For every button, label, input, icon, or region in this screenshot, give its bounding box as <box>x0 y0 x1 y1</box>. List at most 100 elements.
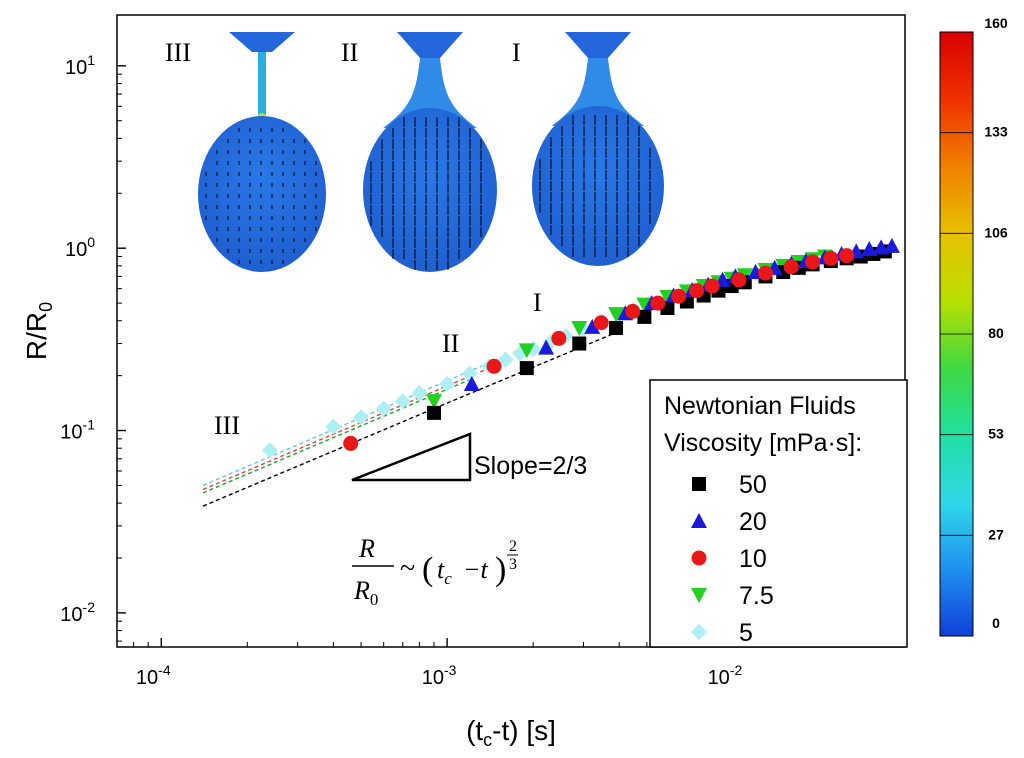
marker-50-4 <box>637 309 652 324</box>
marker-10-14 <box>839 248 855 264</box>
legend-marker-7.5 <box>691 588 707 603</box>
colorbar-tick-label-27: 27 <box>988 526 1004 542</box>
marker-10-11 <box>783 259 799 275</box>
marker-10-7 <box>689 283 705 299</box>
marker-5-6 <box>439 375 456 392</box>
stage-label-iii: III <box>214 411 240 440</box>
marker-10-5 <box>650 295 666 311</box>
slope-label: Slope=2/3 <box>474 452 587 480</box>
colorbar: 160 133 106 80 53 27 0 <box>939 15 1008 637</box>
marker-5-7 <box>461 365 478 382</box>
marker-10-0 <box>343 435 359 451</box>
equation-t: tc <box>437 555 452 588</box>
marker-5-2 <box>353 409 370 426</box>
marker-10-8 <box>704 278 720 294</box>
x-axis-title: (tc-t) [s] <box>466 715 556 750</box>
marker-50-0 <box>427 405 442 420</box>
y-axis-title: R/R0 <box>21 302 56 360</box>
equation-exp-den: 3 <box>509 556 517 573</box>
marker-10-3 <box>593 315 609 331</box>
stage-label-i: I <box>533 288 542 317</box>
y-tick-label-2: 100 <box>65 234 95 261</box>
colorbar-tick-label-160: 160 <box>984 15 1008 31</box>
equation-minus-t: −t <box>463 555 489 584</box>
marker-5-4 <box>394 393 411 410</box>
equation-open-paren: ( <box>422 551 433 588</box>
legend-label-7.5: 7.5 <box>739 582 774 610</box>
colorbar-tick-label-0: 0 <box>992 615 1000 631</box>
marker-5-1 <box>325 418 342 435</box>
inset-nozzle <box>397 32 463 58</box>
y-axis-title-main: R/R <box>21 312 52 360</box>
inset-stage-iii <box>198 32 326 272</box>
marker-50-3 <box>609 320 624 335</box>
marker-20-2 <box>584 318 601 334</box>
inset-label-i: I <box>512 38 521 67</box>
legend-title-line2: Viscosity [mPa·s]: <box>664 429 862 457</box>
legend: Newtonian Fluids Viscosity [mPa·s]: 50 20… <box>649 379 908 648</box>
colorbar-tick-label-133: 133 <box>984 124 1008 140</box>
inset-nozzle <box>229 32 295 52</box>
marker-20-19 <box>883 237 900 253</box>
equation-exp-num: 2 <box>509 538 517 555</box>
x-tick-label-0: 10-4 <box>136 662 171 689</box>
y-axis-title-sub: 0 <box>36 302 56 312</box>
marker-10-2 <box>551 330 567 346</box>
equation-close-paren: ) <box>495 551 506 588</box>
marker-20-0 <box>463 375 480 391</box>
slope-triangle <box>351 432 472 482</box>
x-tick-label-1: 10-3 <box>422 662 457 689</box>
marker-10-13 <box>823 250 839 266</box>
legend-label-20: 20 <box>739 508 767 536</box>
y-tick-label-3: 101 <box>65 52 95 79</box>
marker-20-17 <box>861 240 878 256</box>
marker-50-1 <box>519 361 534 376</box>
y-tick-label-1: 10-1 <box>60 417 95 444</box>
marker-5-9 <box>497 351 514 368</box>
fit-line-1 <box>202 379 471 494</box>
inset-drop <box>532 106 664 266</box>
x-tick-label-2: 10-2 <box>708 662 743 689</box>
inset-stage-ii <box>363 32 497 272</box>
marker-10-6 <box>671 288 687 304</box>
inset-neck <box>383 58 477 128</box>
marker-7.5-2 <box>571 320 588 336</box>
equation-numerator: R <box>358 534 375 563</box>
legend-marker-50 <box>692 477 706 491</box>
scaling-equation: R R0 ~ ( tc −t ) 2 3 <box>352 534 518 609</box>
marker-10-10 <box>757 265 773 281</box>
droplet-insets <box>198 32 664 272</box>
legend-marker-20 <box>691 513 707 528</box>
inset-stage-i <box>532 32 664 266</box>
equation-denominator: R0 <box>353 576 378 609</box>
colorbar-tick-label-53: 53 <box>988 426 1004 442</box>
inset-thread <box>258 52 266 122</box>
marker-7.5-3 <box>608 307 625 323</box>
stage-label-ii: II <box>442 329 459 358</box>
marker-10-12 <box>805 254 821 270</box>
inset-neck <box>551 58 645 126</box>
marker-50-2 <box>572 336 587 351</box>
marker-20-1 <box>538 339 555 355</box>
legend-label-5: 5 <box>739 619 753 647</box>
legend-title-line1: Newtonian Fluids <box>664 392 856 420</box>
equation-tilde: ~ <box>400 553 415 584</box>
marker-7.5-1 <box>518 343 535 359</box>
legend-box <box>649 379 908 648</box>
legend-marker-5 <box>691 624 707 640</box>
marker-5-0 <box>261 442 278 459</box>
x-axis-title-sub: c <box>483 730 492 750</box>
colorbar-tick-label-106: 106 <box>984 224 1008 240</box>
marker-5-3 <box>375 400 392 417</box>
marker-10-1 <box>486 358 502 374</box>
inset-drop <box>198 116 326 272</box>
x-axis-title-tail: -t) [s] <box>492 715 556 746</box>
legend-marker-10 <box>691 550 707 566</box>
y-tick-label-0: 10-2 <box>60 599 95 626</box>
marker-7.5-0 <box>426 394 443 410</box>
inset-label-iii: III <box>165 38 191 67</box>
marker-10-4 <box>625 303 641 319</box>
x-axis-title-main: (t <box>466 715 483 746</box>
colorbar-tick-label-80: 80 <box>988 325 1004 341</box>
